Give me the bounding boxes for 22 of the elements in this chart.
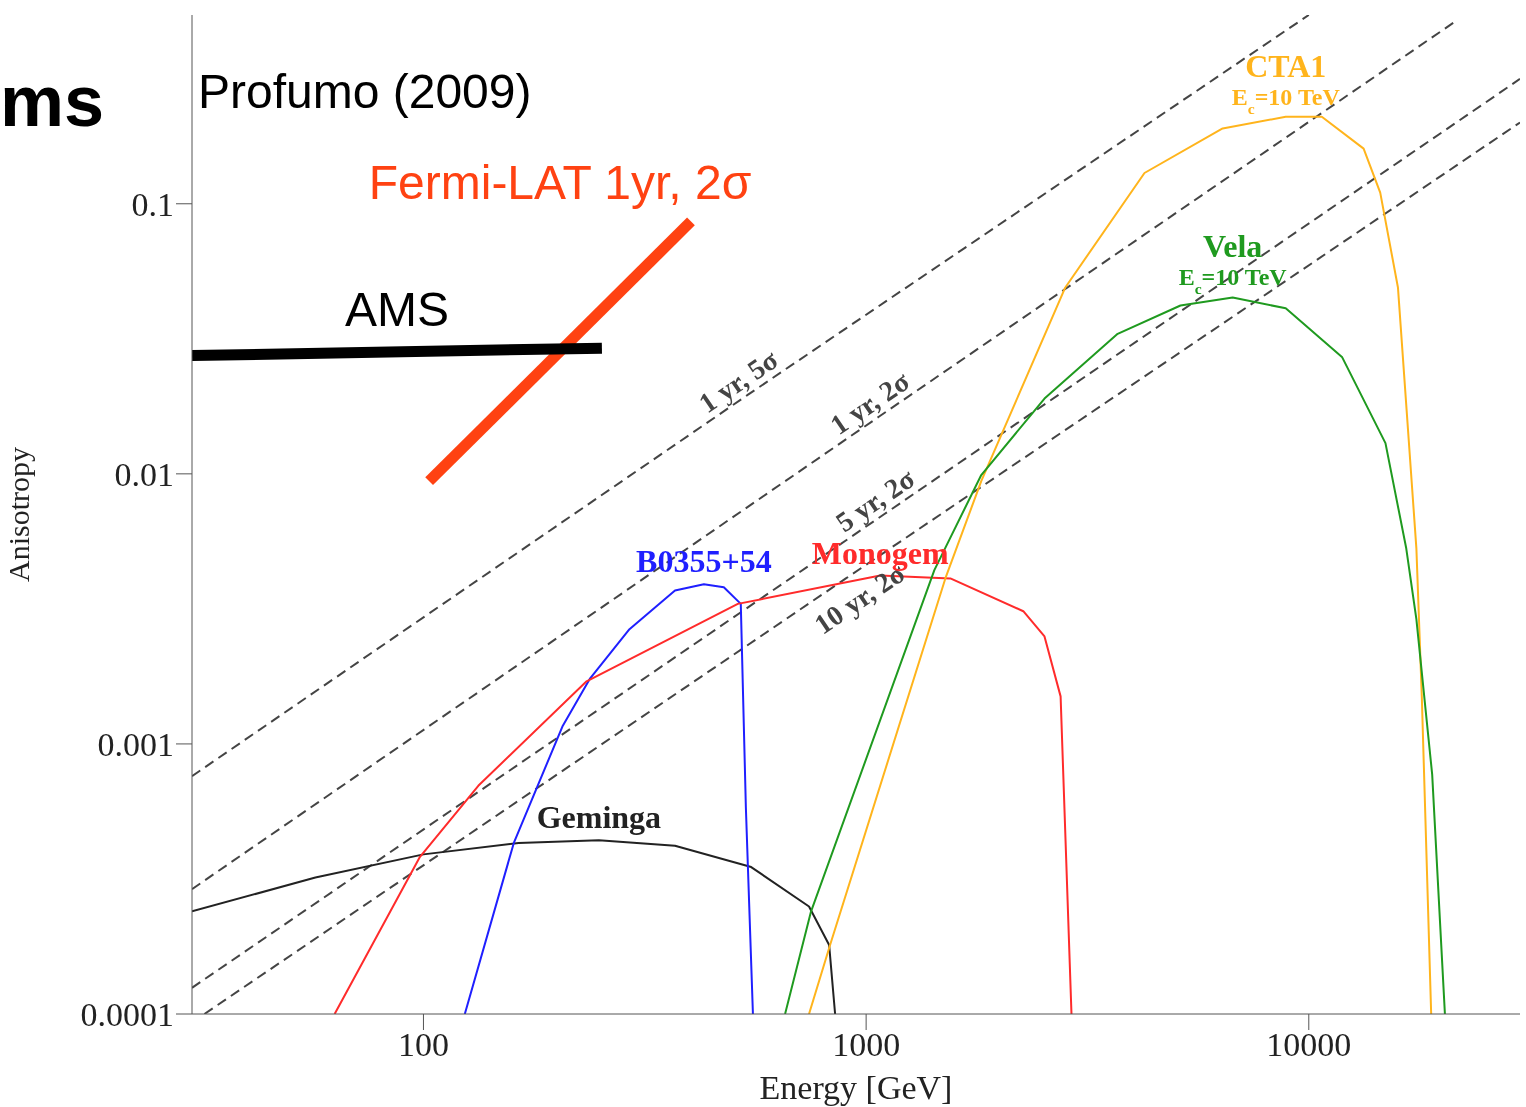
- annotation: E$_{c}$=10 TeV: [1178, 264, 1288, 297]
- y-tick-label: 0.01: [114, 455, 174, 493]
- text: 1 yr, 5σ: [693, 343, 785, 419]
- annotation: Profumo (2009): [198, 65, 532, 118]
- series-label: CTA1: [1245, 47, 1327, 84]
- y-tick-label: 0.1: [131, 185, 174, 223]
- series-label: AMS: [344, 283, 449, 337]
- series-label: B0355+54: [636, 543, 772, 580]
- y-tick-label: 0.001: [97, 725, 174, 763]
- x-tick-label: 10000: [1266, 1026, 1352, 1064]
- text: ms: [0, 61, 105, 141]
- series-label: Vela: [1203, 228, 1263, 265]
- series-label: Fermi-LAT 1yr, 2σ: [368, 156, 752, 210]
- annotation: E$_{c}$=10 TeV: [1231, 83, 1341, 117]
- y-tick-label: 0.0001: [80, 996, 174, 1034]
- text: 1 yr, 2σ: [824, 364, 916, 441]
- text: 5 yr, 2σ: [830, 462, 921, 539]
- y-axis-title: Anisotropy: [1, 447, 35, 582]
- x-axis-title: Energy [GeV]: [759, 1069, 953, 1106]
- series-label: Geminga: [536, 799, 662, 836]
- x-tick-label: 100: [397, 1026, 449, 1064]
- x-tick-label: 1000: [832, 1026, 901, 1064]
